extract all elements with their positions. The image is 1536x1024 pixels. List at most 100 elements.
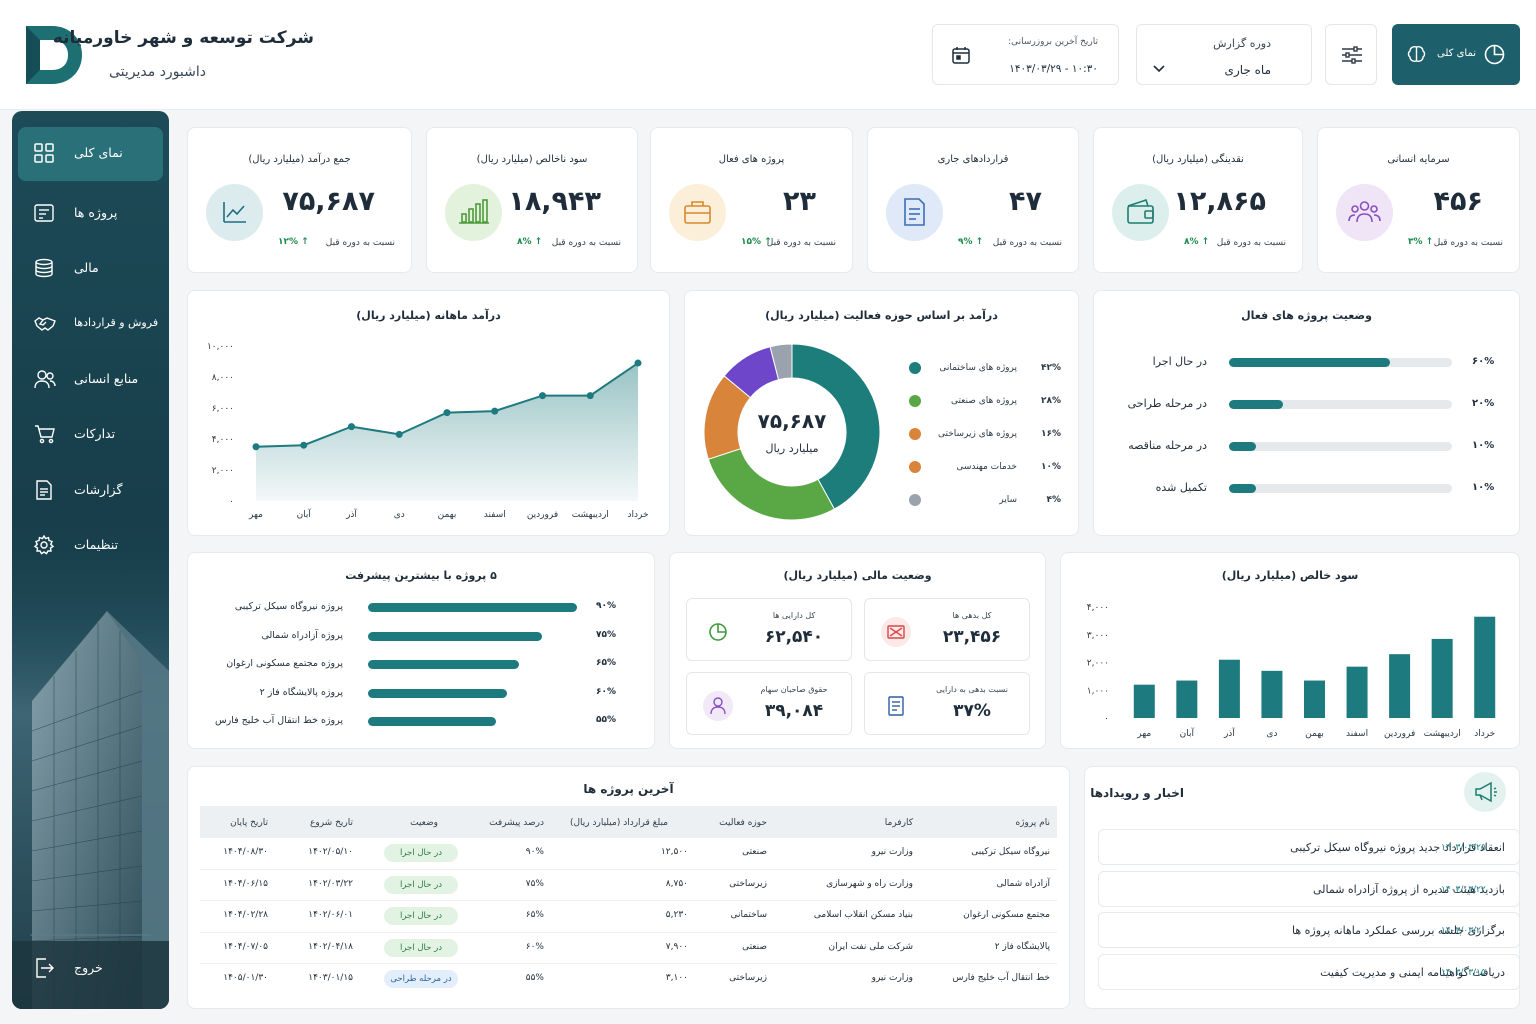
row-divider: [200, 963, 1057, 964]
logout-label: خروج: [74, 960, 103, 975]
table-cell: وزارت راه و شهرسازی: [826, 878, 913, 889]
row-divider: [200, 931, 1057, 933]
top-project-label: پروژه آزادراه شمالی: [261, 629, 343, 641]
sliders-icon: [1341, 45, 1363, 65]
profit-bar: [1389, 654, 1411, 718]
x-tick-label: اردیبهشت: [572, 510, 609, 520]
legend-value: ۱۶%: [1040, 429, 1061, 439]
table-cell: ۶۰%: [525, 941, 544, 952]
y-tick-label: ۴,۰۰۰: [1087, 603, 1109, 613]
table-cell: ۱۴۰۴/۰۶/۱۵: [223, 878, 268, 889]
y-tick-label: ۳,۰۰۰: [1087, 631, 1109, 641]
pie-chart-icon: [1484, 44, 1505, 65]
revenue-point: [586, 392, 594, 400]
top-project-bar: [368, 688, 507, 698]
document-icon: [886, 184, 943, 241]
status-badge: در مرحله طراحی: [384, 970, 458, 988]
donut-center-value: ۷۵,۶۸۷: [757, 409, 827, 433]
x-tick-label: اسفند: [484, 510, 506, 520]
kpi-comparison: نسبت به دوره قبل: [551, 238, 621, 248]
fin-label: کل دارایی ها: [772, 611, 816, 620]
legend-label: خدمات مهندسی: [956, 462, 1017, 472]
chart-line-icon: [206, 184, 263, 241]
kpi-card-active-projects: پروژه های فعال ۲۳ نسبت به دوره قبل ۱۵% ↑: [650, 127, 853, 273]
profit-bar: [1431, 638, 1453, 718]
table-cell: ۸,۷۵۰: [665, 878, 688, 889]
handshake-icon: [34, 314, 56, 334]
top-project-percent: ۷۵%: [596, 629, 617, 640]
report-period-select[interactable]: دوره گزارش ماه جاری: [1136, 24, 1312, 85]
donut-center-unit: میلیارد ریال: [765, 442, 819, 455]
total-debt-box: کل بدهی ها ۲۳,۴۵۶: [864, 598, 1030, 661]
sidebar-item-hr[interactable]: منابع انسانی: [18, 353, 163, 407]
y-tick-label: ۰: [229, 497, 234, 507]
top-project-percent: ۶۵%: [596, 658, 617, 668]
sidebar-item-settings[interactable]: تنظیمات: [18, 519, 163, 573]
last-update-box: تاریخ آخرین بروزرسانی: ۱۴۰۳/۰۳/۲۹ - ۱۰:۳…: [932, 24, 1119, 85]
fin-label: نسبت بدهی به دارایی: [936, 685, 1008, 694]
legend-swatch: [909, 494, 921, 506]
news-item[interactable]: بازدید هیئت مدیره از پروژه آزادراه شمالی…: [1098, 870, 1520, 907]
sidebar-item-procurement[interactable]: تدارکات: [18, 408, 163, 462]
top-header: شرکت توسعه و شهر خاورمیانه داشبورد مدیری…: [0, 0, 1536, 110]
kpi-card-human-capital: سرمایه انسانی ۴۵۶ نسبت به دوره قبل ۳% ↑: [1317, 127, 1520, 273]
revenue-point: [395, 430, 403, 438]
kpi-comparison: نسبت به دوره قبل: [1433, 238, 1503, 248]
news-item-date: ۱۴۰۳/۰۳/۱۵: [1441, 967, 1486, 978]
x-tick-label: فروردین: [1384, 729, 1415, 739]
table-cell: ۶۵%: [525, 910, 544, 920]
sidebar-item-overview[interactable]: نمای کلی: [18, 127, 163, 181]
news-item[interactable]: دریافت گواهینامه ایمنی و مدیریت کیفیت ۱۴۰…: [1098, 953, 1520, 990]
sidebar-item-sales-contracts[interactable]: فروش و قراردادها: [18, 298, 163, 352]
profit-bar: [1261, 670, 1283, 718]
total-assets-box: کل دارایی ها ۶۲,۵۴۰: [686, 598, 852, 661]
sidebar: نمای کلی پروژه ها مالی فروش و قراردادها …: [12, 111, 169, 1009]
revenue-by-activity-card: درآمد بر اساس حوزه فعالیت (میلیارد ریال)…: [684, 290, 1079, 536]
x-tick-label: اردیبهشت: [1424, 729, 1461, 739]
x-tick-label: مهر: [1136, 729, 1151, 739]
table-cell: بنیاد مسکن انقلاب اسلامی: [813, 910, 913, 920]
kpi-change: ۸% ↑: [517, 237, 543, 247]
x-tick-label: بهمن: [1305, 729, 1324, 739]
table-cell: ۳,۱۰۰: [665, 973, 688, 983]
revenue-by-activity-title: درآمد بر اساس حوزه فعالیت (میلیارد ریال): [765, 309, 998, 322]
news-item[interactable]: انعقاد قرارداد جدید پروژه نیروگاه سیکل ت…: [1098, 829, 1520, 865]
cart-icon: [34, 424, 56, 444]
status-bar-track: [1229, 484, 1452, 493]
table-cell: خط انتقال آب خلیج فارس: [952, 973, 1050, 983]
table-cell: وزارت نیرو: [871, 847, 913, 857]
news-item[interactable]: برگزاری جلسه بررسی عملکرد ماهانه پروژه ه…: [1098, 912, 1520, 948]
pie-icon: [703, 617, 733, 647]
company-name: شرکت توسعه و شهر خاورمیانه: [52, 28, 314, 48]
table-column-header: وضعیت: [410, 818, 438, 828]
kpi-value: ۱۲,۸۶۵: [1173, 186, 1266, 217]
fin-value: ۲۳,۴۵۶: [942, 627, 1002, 647]
sidebar-item-projects[interactable]: پروژه ها: [18, 187, 163, 241]
kpi-change: ۱۲% ↑: [278, 237, 309, 247]
overview-button[interactable]: نمای کلی: [1392, 24, 1520, 85]
period-value: ماه جاری: [1224, 63, 1271, 77]
megaphone-icon[interactable]: [1464, 772, 1506, 812]
kpi-change: ۱۵% ↑: [741, 237, 772, 247]
status-percent: ۱۰%: [1472, 440, 1495, 451]
active-projects-status-card: وضعیت پروژه های فعال در حال اجرا ۶۰% در مر…: [1093, 290, 1520, 536]
coins-icon: [34, 258, 54, 278]
legend-value: ۴%: [1046, 495, 1061, 505]
arrow-up-icon: ↑: [1425, 237, 1434, 247]
x-tick-label: دی: [1266, 729, 1277, 739]
filter-button[interactable]: [1325, 24, 1377, 85]
legend-swatch: [909, 428, 921, 440]
x-tick-label: مهر: [248, 510, 263, 520]
table-cell: ۷,۹۰۰: [665, 941, 688, 952]
sidebar-item-label: فروش و قراردادها: [74, 316, 159, 329]
status-percent: ۶۰%: [1472, 356, 1495, 367]
sidebar-item-finance[interactable]: مالی: [18, 242, 163, 296]
kpi-label: جمع درآمد (میلیارد ریال): [248, 154, 351, 165]
table-cell: ۱۴۰۲/۰۶/۰۱: [308, 910, 353, 920]
kpi-card-liquidity: نقدینگی (میلیارد ریال) ۱۲,۸۶۵ نسبت به دو…: [1093, 127, 1303, 273]
sidebar-item-reports[interactable]: گزارشات: [18, 464, 163, 518]
status-label: در حال اجرا: [1152, 355, 1207, 368]
logout-button[interactable]: خروج: [18, 942, 163, 996]
news-item-title: انعقاد قرارداد جدید پروژه نیروگاه سیکل ت…: [1290, 841, 1505, 854]
table-column-header: کارفرما: [884, 818, 913, 828]
